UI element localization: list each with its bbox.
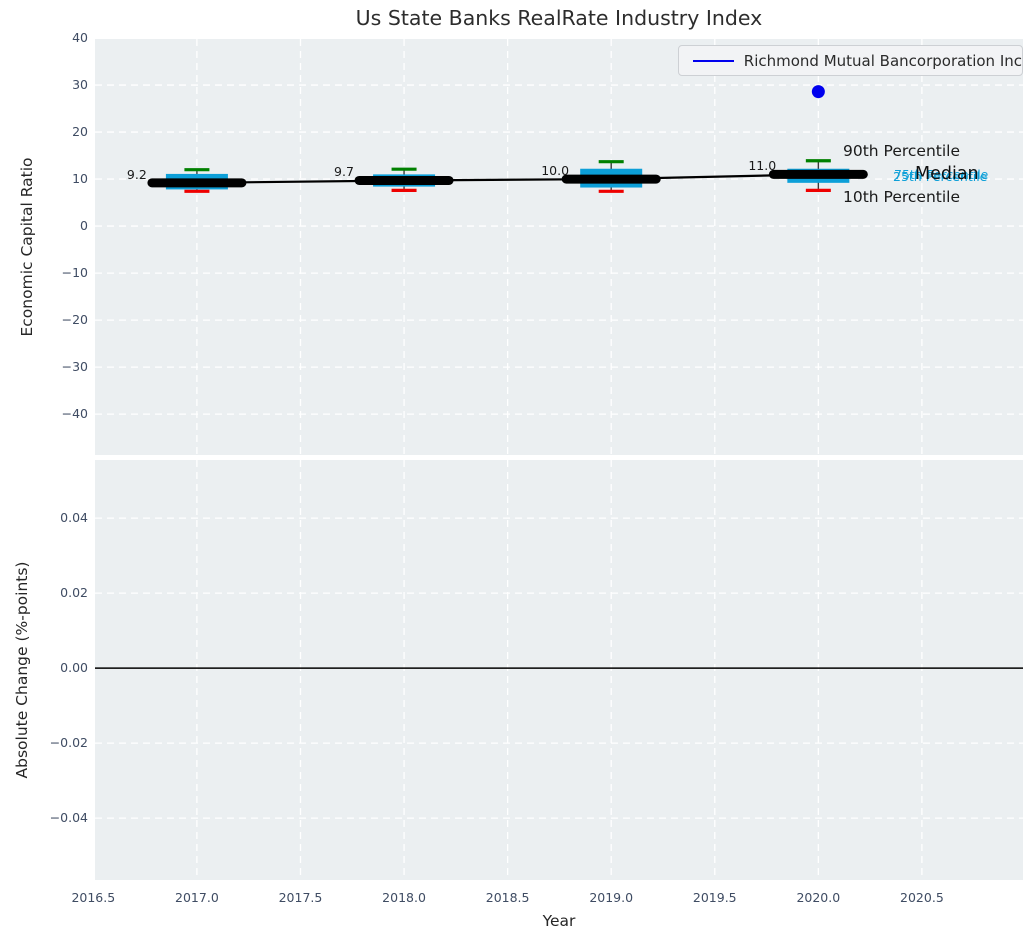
x-tick-label: 2019.5	[692, 890, 737, 905]
x-tick-label: 2020.5	[900, 890, 944, 905]
median-value-label: 11.0	[748, 158, 777, 174]
bottom-y-tick-label: −0.02	[49, 734, 88, 750]
outlier-point-richmond	[811, 85, 825, 99]
median-value-label: 9.2	[126, 166, 147, 182]
percentile-annotation: 10th Percentile	[843, 188, 961, 206]
bottom-y-tick-label: 0.04	[60, 509, 88, 525]
x-tick-label: 2017.0	[175, 890, 219, 905]
percentile-annotation: 25th Percentile	[893, 169, 988, 184]
top-y-tick-label: 10	[72, 170, 88, 186]
legend-label: Richmond Mutual Bancorporation Inc	[743, 51, 1022, 70]
percentile-annotation: 75th Percentile	[894, 167, 989, 182]
top-y-tick-label: 20	[72, 123, 88, 139]
percentile-annotation: Median	[915, 164, 979, 184]
x-tick-label: 2017.5	[278, 890, 323, 905]
x-tick-label: 2020.0	[796, 890, 841, 905]
top-y-tick-label: 0	[80, 217, 88, 233]
top-axes	[92, 37, 1023, 455]
x-tick-label: 2019.0	[589, 890, 634, 905]
x-tick-label: 2018.0	[382, 890, 426, 905]
chart-title: Us State Banks RealRate Industry Index	[355, 6, 763, 30]
top-y-tick-label: −20	[61, 311, 88, 327]
x-tick-label: 2018.5	[485, 890, 530, 905]
top-y-tick-label: 40	[72, 29, 88, 45]
median-value-label: 9.7	[334, 164, 354, 180]
top-y-tick-label: 30	[72, 76, 88, 92]
legend-line-sample	[693, 59, 734, 62]
x-axis-label: Year	[542, 912, 576, 930]
bottom-y-axis-label: Absolute Change (%-points)	[13, 561, 31, 779]
top-y-tick-label: −40	[61, 405, 88, 421]
bottom-y-tick-label: 0.02	[60, 584, 88, 600]
percentile-annotation: 90th Percentile	[843, 142, 961, 160]
top-y-tick-label: −10	[61, 264, 88, 280]
x-tick-label: 2016.5	[71, 890, 116, 905]
bottom-y-tick-label: −0.04	[49, 809, 88, 825]
median-value-label: 10.0	[541, 163, 570, 179]
legend: Richmond Mutual Bancorporation Inc	[678, 45, 1023, 76]
bottom-y-tick-label: 0.00	[60, 659, 88, 675]
top-y-tick-label: −30	[61, 358, 88, 374]
median-trend-line	[195, 173, 820, 184]
bottom-axes	[92, 460, 1023, 880]
